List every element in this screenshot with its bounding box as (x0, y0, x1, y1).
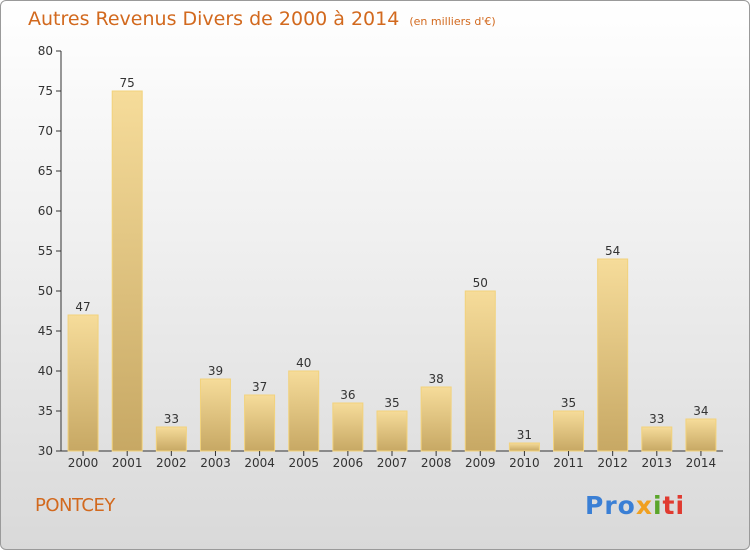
chart-title: Autres Revenus Divers de 2000 à 2014 (en… (28, 8, 496, 30)
bar (111, 90, 143, 452)
bar (597, 258, 629, 452)
bar-value-label: 36 (340, 388, 355, 402)
x-tick-label: 2003 (200, 456, 231, 470)
logo-part-4: ti (662, 491, 686, 520)
x-tick-label: 2013 (642, 456, 673, 470)
y-tick-label: 35 (38, 404, 53, 418)
commune-name: PONTCEY (35, 495, 115, 516)
y-tick-label: 55 (38, 244, 53, 258)
bar-value-label: 50 (473, 276, 488, 290)
chart-title-text: Autres Revenus Divers de 2000 à 2014 (28, 8, 400, 30)
bar-value-label: 38 (428, 372, 443, 386)
bar-value-label: 31 (517, 428, 532, 442)
x-tick-label: 2009 (465, 456, 496, 470)
y-tick-label: 40 (38, 364, 53, 378)
logo-part-3: i (652, 491, 663, 520)
bar-value-label: 35 (561, 396, 576, 410)
x-tick-label: 2006 (333, 456, 364, 470)
y-tick-label: 45 (38, 324, 53, 338)
y-tick-label: 50 (38, 284, 53, 298)
y-tick-label: 75 (38, 84, 53, 98)
x-tick-label: 2012 (597, 456, 628, 470)
bar-value-label: 54 (605, 244, 620, 258)
bar (288, 370, 320, 452)
logo-part-2: x (635, 491, 653, 520)
bar (332, 402, 364, 452)
y-tick-label: 70 (38, 124, 53, 138)
bar-value-label: 75 (120, 76, 135, 90)
bar-value-label: 40 (296, 356, 311, 370)
bar-value-label: 39 (208, 364, 223, 378)
bar (420, 386, 452, 452)
x-tick-label: 2001 (112, 456, 143, 470)
x-tick-label: 2005 (288, 456, 319, 470)
chart-subtitle: (en milliers d'€) (409, 15, 496, 28)
x-tick-label: 2002 (156, 456, 187, 470)
bar (508, 442, 540, 452)
y-tick-label: 30 (38, 444, 53, 458)
bar (155, 426, 187, 452)
proxiti-logo: Proxiti (585, 491, 685, 520)
bar (244, 394, 276, 452)
bar (376, 410, 408, 452)
bar-value-label: 47 (75, 300, 90, 314)
x-tick-label: 2011 (553, 456, 584, 470)
bar (464, 290, 496, 452)
bar-value-label: 34 (693, 404, 708, 418)
y-tick-label: 65 (38, 164, 53, 178)
y-tick-label: 80 (38, 44, 53, 58)
bar (67, 314, 99, 452)
x-tick-label: 2010 (509, 456, 540, 470)
bar-value-label: 33 (164, 412, 179, 426)
x-tick-label: 2000 (68, 456, 99, 470)
x-tick-label: 2004 (244, 456, 275, 470)
bar (641, 426, 673, 452)
bar (685, 418, 717, 452)
bar (199, 378, 231, 452)
y-tick-label: 60 (38, 204, 53, 218)
bar (553, 410, 585, 452)
x-tick-label: 2008 (421, 456, 452, 470)
bar-value-label: 37 (252, 380, 267, 394)
x-tick-label: 2014 (686, 456, 717, 470)
logo-part-1: Pro (585, 491, 636, 520)
bar-value-label: 33 (649, 412, 664, 426)
bar-value-label: 35 (384, 396, 399, 410)
x-tick-label: 2007 (377, 456, 408, 470)
